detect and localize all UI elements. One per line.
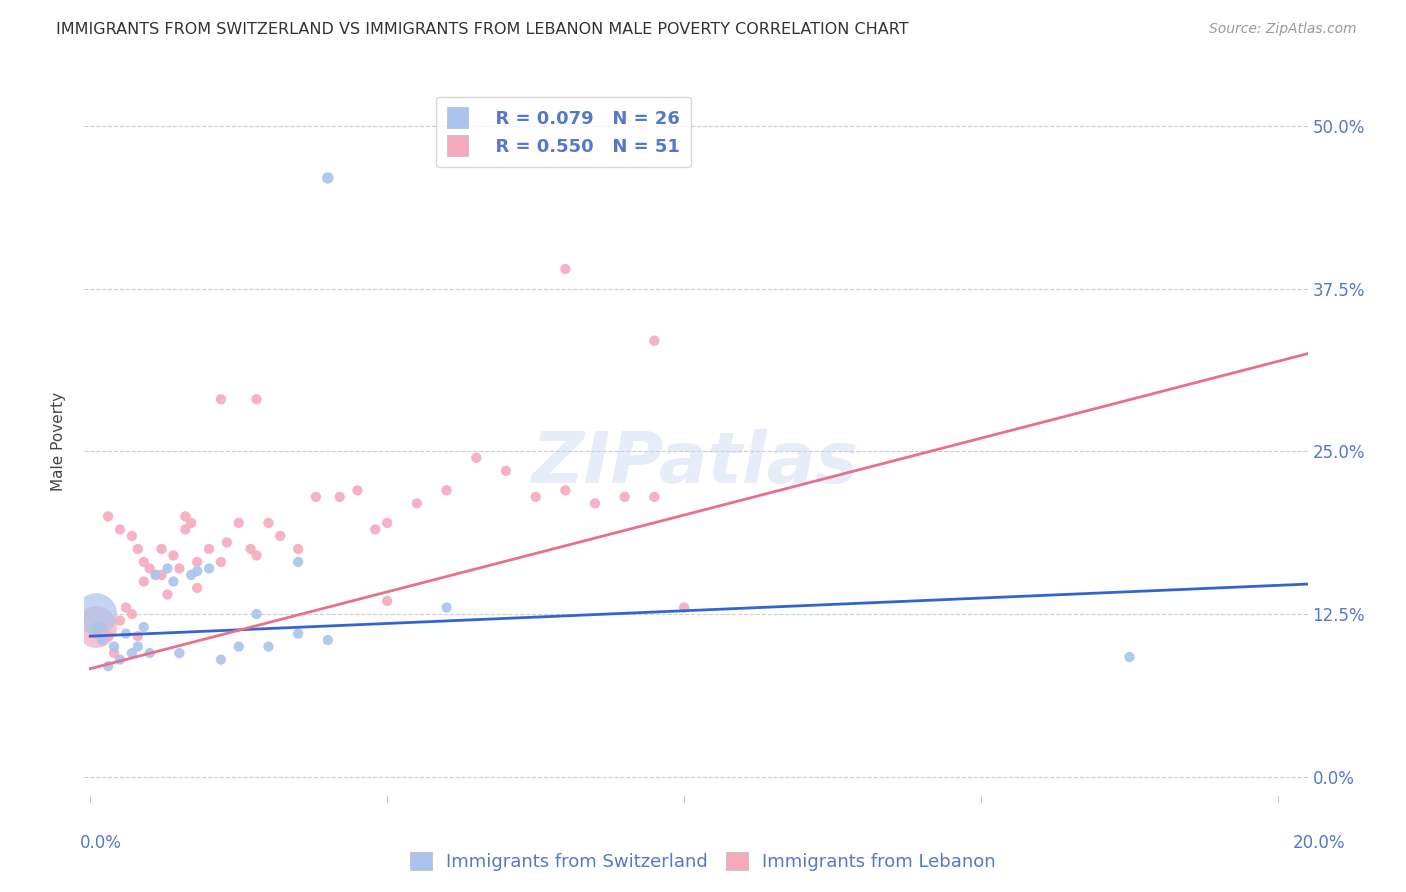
Point bbox=[554, 483, 576, 498]
Point bbox=[228, 640, 250, 654]
Text: ZIPatlas: ZIPatlas bbox=[533, 429, 859, 498]
Point bbox=[138, 561, 160, 575]
Point bbox=[174, 523, 197, 537]
Point bbox=[209, 652, 232, 666]
Point bbox=[209, 555, 232, 569]
Point bbox=[108, 614, 131, 628]
Point bbox=[84, 620, 107, 634]
Point bbox=[316, 170, 339, 185]
Point bbox=[673, 600, 696, 615]
Point bbox=[305, 490, 328, 504]
Point bbox=[209, 392, 232, 407]
Point bbox=[150, 541, 173, 556]
Point bbox=[121, 646, 143, 660]
Point bbox=[364, 523, 387, 537]
Point bbox=[169, 561, 191, 575]
Point bbox=[156, 561, 179, 575]
Text: IMMIGRANTS FROM SWITZERLAND VS IMMIGRANTS FROM LEBANON MALE POVERTY CORRELATION : IMMIGRANTS FROM SWITZERLAND VS IMMIGRANT… bbox=[56, 22, 908, 37]
Point bbox=[228, 516, 250, 530]
Point bbox=[245, 392, 267, 407]
Point bbox=[132, 574, 155, 589]
Point bbox=[180, 568, 202, 582]
Point bbox=[174, 509, 197, 524]
Point bbox=[245, 607, 267, 621]
Point bbox=[108, 652, 131, 666]
Point bbox=[162, 574, 184, 589]
Point bbox=[375, 594, 398, 608]
Point bbox=[127, 640, 149, 654]
Text: 0.0%: 0.0% bbox=[80, 834, 122, 852]
Point bbox=[127, 541, 149, 556]
Point bbox=[287, 555, 309, 569]
Point bbox=[239, 541, 262, 556]
Point bbox=[375, 516, 398, 530]
Point bbox=[524, 490, 547, 504]
Y-axis label: Male Poverty: Male Poverty bbox=[51, 392, 66, 491]
Point bbox=[1118, 650, 1140, 665]
Point bbox=[115, 626, 138, 640]
Point bbox=[215, 535, 238, 549]
Point bbox=[436, 483, 458, 498]
Point bbox=[97, 629, 120, 643]
Point bbox=[643, 490, 665, 504]
Text: Source: ZipAtlas.com: Source: ZipAtlas.com bbox=[1209, 22, 1357, 37]
Point bbox=[91, 620, 114, 634]
Point bbox=[257, 516, 280, 530]
Legend:   R = 0.079   N = 26,   R = 0.550   N = 51: R = 0.079 N = 26, R = 0.550 N = 51 bbox=[436, 96, 690, 167]
Point bbox=[257, 640, 280, 654]
Legend: Immigrants from Switzerland, Immigrants from Lebanon: Immigrants from Switzerland, Immigrants … bbox=[404, 845, 1002, 879]
Point bbox=[150, 568, 173, 582]
Point bbox=[186, 581, 208, 595]
Point bbox=[186, 564, 208, 578]
Point bbox=[436, 600, 458, 615]
Point bbox=[583, 496, 606, 510]
Point bbox=[316, 633, 339, 648]
Point bbox=[245, 549, 267, 563]
Point bbox=[495, 464, 517, 478]
Point bbox=[97, 659, 120, 673]
Point bbox=[97, 509, 120, 524]
Point bbox=[115, 600, 138, 615]
Point bbox=[103, 640, 125, 654]
Point bbox=[329, 490, 352, 504]
Point bbox=[84, 626, 107, 640]
Point bbox=[127, 629, 149, 643]
Point bbox=[186, 555, 208, 569]
Point bbox=[103, 646, 125, 660]
Point bbox=[121, 529, 143, 543]
Point bbox=[162, 549, 184, 563]
Point bbox=[287, 626, 309, 640]
Point bbox=[198, 561, 221, 575]
Point bbox=[138, 646, 160, 660]
Point bbox=[156, 587, 179, 601]
Point bbox=[132, 620, 155, 634]
Point bbox=[91, 633, 114, 648]
Point bbox=[613, 490, 636, 504]
Point bbox=[145, 568, 167, 582]
Text: 20.0%: 20.0% bbox=[1292, 834, 1346, 852]
Point bbox=[121, 607, 143, 621]
Point bbox=[84, 607, 107, 621]
Point bbox=[108, 523, 131, 537]
Point bbox=[287, 541, 309, 556]
Point bbox=[643, 334, 665, 348]
Point bbox=[180, 516, 202, 530]
Point bbox=[346, 483, 368, 498]
Point bbox=[198, 541, 221, 556]
Point bbox=[132, 555, 155, 569]
Point bbox=[169, 646, 191, 660]
Point bbox=[465, 450, 488, 465]
Point bbox=[145, 568, 167, 582]
Point bbox=[406, 496, 429, 510]
Point bbox=[269, 529, 291, 543]
Point bbox=[84, 620, 107, 634]
Point bbox=[554, 262, 576, 277]
